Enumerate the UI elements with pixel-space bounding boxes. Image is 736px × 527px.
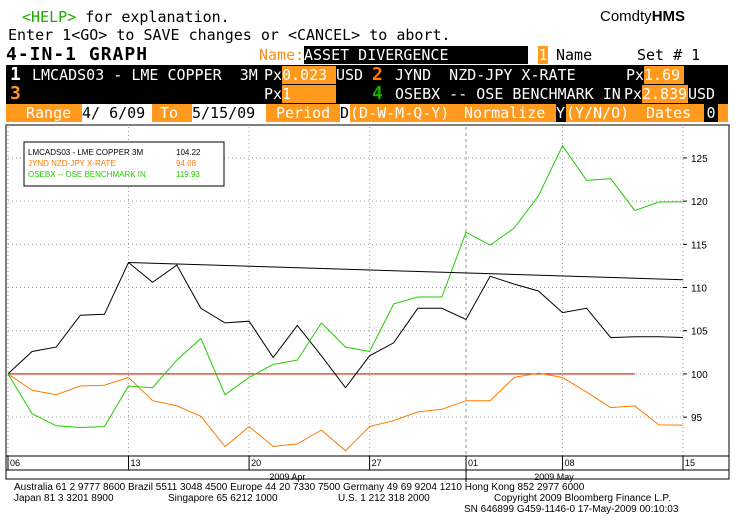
security-3-number: 3 bbox=[10, 83, 21, 104]
brand-name: HMS bbox=[651, 8, 686, 25]
security-3-px-label: Px bbox=[264, 85, 283, 103]
dates-input[interactable]: 0 bbox=[704, 104, 718, 122]
range-from-input[interactable]: 4/ 6/09 bbox=[82, 104, 152, 122]
help-key[interactable]: <HELP> bbox=[22, 8, 77, 26]
price-chart: 95 100 105 110 115 120 125 06 13 20 27 01 08 15 2009 … bbox=[5, 124, 730, 482]
period-input[interactable]: D bbox=[340, 104, 350, 122]
month-label: 2009 May bbox=[534, 472, 574, 482]
chart-legend: LMCADS03 - LME COPPER 3M 104.22 JYND NZD-J… bbox=[23, 141, 225, 187]
normalize-options: (Y/N/O) bbox=[566, 104, 630, 122]
y-axis: 95 100 105 110 115 120 125 bbox=[683, 154, 708, 424]
y-tick-label: 115 bbox=[691, 240, 707, 251]
y-tick-label: 100 bbox=[691, 370, 708, 381]
security-3-ticker[interactable] bbox=[32, 85, 252, 103]
series-line-2 bbox=[7, 372, 684, 452]
security-1-ticker[interactable]: LMCADS03 - LME COPPER 3M bbox=[32, 66, 258, 84]
brand-prefix: Comdty bbox=[600, 8, 652, 25]
x-tick-label: 01 bbox=[468, 458, 478, 468]
series-line-1 bbox=[7, 261, 684, 389]
security-4-number: 4 bbox=[372, 83, 383, 104]
range-label: Range bbox=[26, 104, 72, 122]
y-tick-label: 95 bbox=[691, 413, 703, 424]
y-tick-label: 105 bbox=[691, 327, 708, 338]
security-1-px-label: Px bbox=[264, 66, 283, 84]
help-text: for explanation. bbox=[76, 8, 230, 26]
x-axis: 06 13 20 27 01 08 15 2009 Apr 2009 May bbox=[6, 455, 729, 482]
security-4-ticker[interactable]: OSEBX -- OSE BENCHMARK IN bbox=[395, 85, 621, 103]
legend-entry-name: LMCADS03 - LME COPPER 3M bbox=[28, 148, 143, 157]
period-options: (D-W-M-Q-Y) bbox=[350, 104, 450, 122]
footer-phone-us: U.S. 1 212 318 2000 bbox=[338, 493, 430, 504]
security-1-currency: USD bbox=[336, 66, 364, 84]
security-2-px-label: Px bbox=[626, 66, 645, 84]
legend-entry-value: 119.93 bbox=[176, 170, 200, 179]
dates-label: Dates bbox=[646, 104, 692, 122]
series-line-3 bbox=[7, 144, 684, 429]
security-4-px-input[interactable]: 2.839 bbox=[642, 85, 688, 103]
range-to-input[interactable]: 5/15/09 bbox=[192, 104, 266, 122]
period-label: Period bbox=[276, 104, 331, 122]
security-2-px-input[interactable]: 1.69 bbox=[644, 66, 684, 84]
security-4-px-label: Px bbox=[624, 85, 643, 103]
y-tick-label: 125 bbox=[691, 154, 708, 165]
footer-phone-singapore: Singapore 65 6212 1000 bbox=[168, 493, 278, 504]
securities-row-1 bbox=[6, 65, 728, 85]
set-label: Set # 1 bbox=[637, 46, 701, 64]
month-label: 2009 Apr bbox=[269, 472, 305, 482]
normalize-label: Normalize bbox=[464, 104, 546, 122]
footer-copyright: Copyright 2009 Bloomberg Finance L.P. bbox=[494, 493, 671, 504]
y-tick-label: 120 bbox=[691, 197, 708, 208]
footer-phone-japan: Japan 81 3 3201 8900 bbox=[14, 493, 114, 504]
legend-entry-value: 104.22 bbox=[176, 148, 201, 157]
security-4-currency: USD bbox=[688, 85, 716, 103]
params-row bbox=[6, 104, 728, 122]
name-input[interactable]: ASSET DIVERGENCE bbox=[304, 46, 528, 64]
help-line: <HELP> for explanation. bbox=[22, 8, 230, 26]
legend-box bbox=[23, 141, 225, 187]
security-1-number: 1 bbox=[10, 64, 21, 85]
security-2-ticker[interactable]: JYND NZD-JPY X-RATE bbox=[395, 66, 576, 84]
y-tick-label: 110 bbox=[691, 284, 707, 295]
name-index-box[interactable]: 1 bbox=[538, 46, 548, 64]
trend-line bbox=[128, 262, 684, 281]
chart-series bbox=[7, 144, 684, 452]
footer-serial: SN 646899 G459-1146-0 17-May-2009 00:10:… bbox=[464, 504, 679, 515]
instruction-line: Enter 1<GO> to SAVE changes or <CANCEL> … bbox=[8, 26, 451, 44]
securities-row-2 bbox=[6, 84, 728, 104]
normalize-input[interactable]: Y bbox=[556, 104, 566, 122]
footer-line-1: Australia 61 2 9777 8600 Brazil 5511 304… bbox=[14, 482, 585, 493]
security-2-number: 2 bbox=[372, 64, 383, 85]
x-tick-label: 06 bbox=[10, 458, 20, 468]
x-tick-label: 20 bbox=[251, 458, 261, 468]
x-tick-label: 27 bbox=[372, 458, 382, 468]
graph-title: 4-IN-1 GRAPH bbox=[6, 44, 149, 65]
legend-entry-name: OSEBX -- OSE BENCHMARK IN bbox=[28, 170, 146, 179]
security-3-px-input[interactable]: 1 bbox=[282, 85, 336, 103]
x-tick-label: 08 bbox=[564, 458, 574, 468]
x-tick-label: 15 bbox=[685, 458, 695, 468]
name-label: Name: bbox=[259, 46, 305, 64]
name-suffix-label: Name bbox=[556, 46, 593, 64]
to-label: To bbox=[160, 104, 179, 122]
x-tick-label: 13 bbox=[131, 458, 141, 468]
legend-entry-value: 94.08 bbox=[176, 159, 197, 168]
legend-entry-name: JYND NZD-JPY X-RATE bbox=[28, 159, 116, 168]
security-1-px-input[interactable]: 0.023 bbox=[282, 66, 336, 84]
brand-label: ComdtyHMS bbox=[600, 8, 685, 26]
